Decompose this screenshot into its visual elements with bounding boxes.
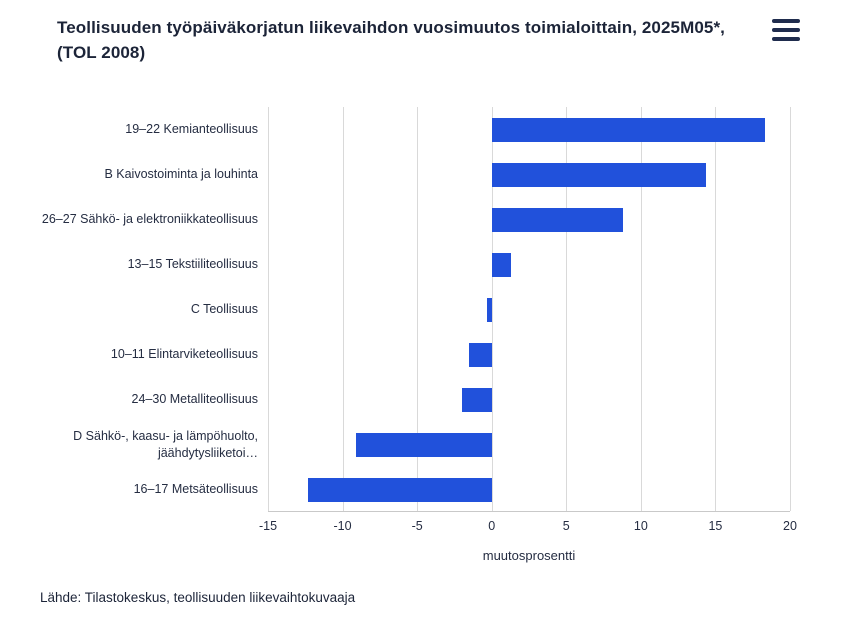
bar[interactable] xyxy=(461,387,492,412)
bar[interactable] xyxy=(491,117,765,142)
category-label: 19–22 Kemianteollisuus xyxy=(125,122,258,137)
category-label: 13–15 Tekstiiliteollisuus xyxy=(127,257,258,272)
x-tick-label: 20 xyxy=(783,519,797,534)
bar[interactable] xyxy=(469,342,492,367)
bar-track xyxy=(268,242,790,287)
hamburger-icon xyxy=(772,28,800,32)
bar-track xyxy=(268,287,790,332)
gridline xyxy=(417,107,419,512)
category-label: D Sähkö-, kaasu- ja lämpöhuolto, jäähdyt… xyxy=(73,428,258,460)
category-label: 26–27 Sähkö- ja elektroniikkateollisuus xyxy=(41,212,258,227)
hamburger-icon xyxy=(772,37,800,41)
plot-area: 19–22 Kemianteollisuus B Kaivostoiminta j… xyxy=(40,107,791,513)
gridline xyxy=(566,107,568,512)
chart-row: 16–17 Metsäteollisuus xyxy=(40,467,790,512)
category-label: 16–17 Metsäteollisuus xyxy=(133,482,258,497)
bar-track xyxy=(268,197,790,242)
x-tick-label: -5 xyxy=(411,519,423,534)
source-note: Lähde: Tilastokeskus, teollisuuden liike… xyxy=(40,590,356,605)
chart-row: 10–11 Elintarviketeollisuus xyxy=(40,332,790,377)
chart-row: D Sähkö-, kaasu- ja lämpöhuolto, jäähdyt… xyxy=(40,422,790,467)
category-label: C Teollisuus xyxy=(190,302,258,317)
chart-header: Teollisuuden työpäiväkorjatun liikevaihd… xyxy=(0,0,850,65)
gridline xyxy=(342,107,344,512)
category-label: B Kaivostoiminta ja louhinta xyxy=(104,167,258,182)
bar-track xyxy=(268,467,790,512)
bar[interactable] xyxy=(355,432,492,457)
x-tick-label: 10 xyxy=(633,519,648,534)
chart-row: 26–27 Sähkö- ja elektroniikkateollisuus xyxy=(40,197,790,242)
gridline xyxy=(640,107,642,512)
bar-track xyxy=(268,377,790,422)
bar-track xyxy=(268,107,790,152)
gridlines xyxy=(268,107,791,513)
bar-rows: 19–22 Kemianteollisuus B Kaivostoiminta j… xyxy=(40,107,790,512)
chart-row: 13–15 Tekstiiliteollisuus xyxy=(40,242,790,287)
bar[interactable] xyxy=(487,297,492,322)
gridline xyxy=(790,107,791,512)
chart-title: Teollisuuden työpäiväkorjatun liikevaihd… xyxy=(57,18,725,62)
bar[interactable] xyxy=(308,477,492,502)
bar-track xyxy=(268,152,790,197)
bar[interactable] xyxy=(491,252,512,277)
gridline xyxy=(268,107,269,512)
gridline xyxy=(715,107,717,512)
hamburger-menu-button[interactable] xyxy=(772,19,800,41)
category-label: 10–11 Elintarviketeollisuus xyxy=(110,347,258,362)
x-tick-label: -15 xyxy=(258,519,278,534)
bar-track xyxy=(268,332,790,377)
x-tick-label: 15 xyxy=(708,519,723,534)
chart-row: B Kaivostoiminta ja louhinta xyxy=(40,152,790,197)
bar[interactable] xyxy=(491,207,623,232)
bar-track xyxy=(268,422,790,467)
gridline xyxy=(491,107,493,512)
hamburger-icon xyxy=(772,19,800,23)
bar[interactable] xyxy=(491,162,707,187)
x-tick-label: 5 xyxy=(562,519,570,534)
x-tick-label: -10 xyxy=(333,519,352,534)
chart-row: C Teollisuus xyxy=(40,287,790,332)
chart-row: 19–22 Kemianteollisuus xyxy=(40,107,790,152)
bar-chart: 19–22 Kemianteollisuus B Kaivostoiminta j… xyxy=(40,107,797,564)
x-tick-label: 0 xyxy=(488,519,496,534)
chart-row: 24–30 Metalliteollisuus xyxy=(40,377,790,422)
x-axis: -15 -10 -5 0 5 10 15 20 xyxy=(259,512,797,534)
x-axis-title: muutosprosentti xyxy=(482,548,576,564)
category-label: 24–30 Metalliteollisuus xyxy=(131,392,258,407)
